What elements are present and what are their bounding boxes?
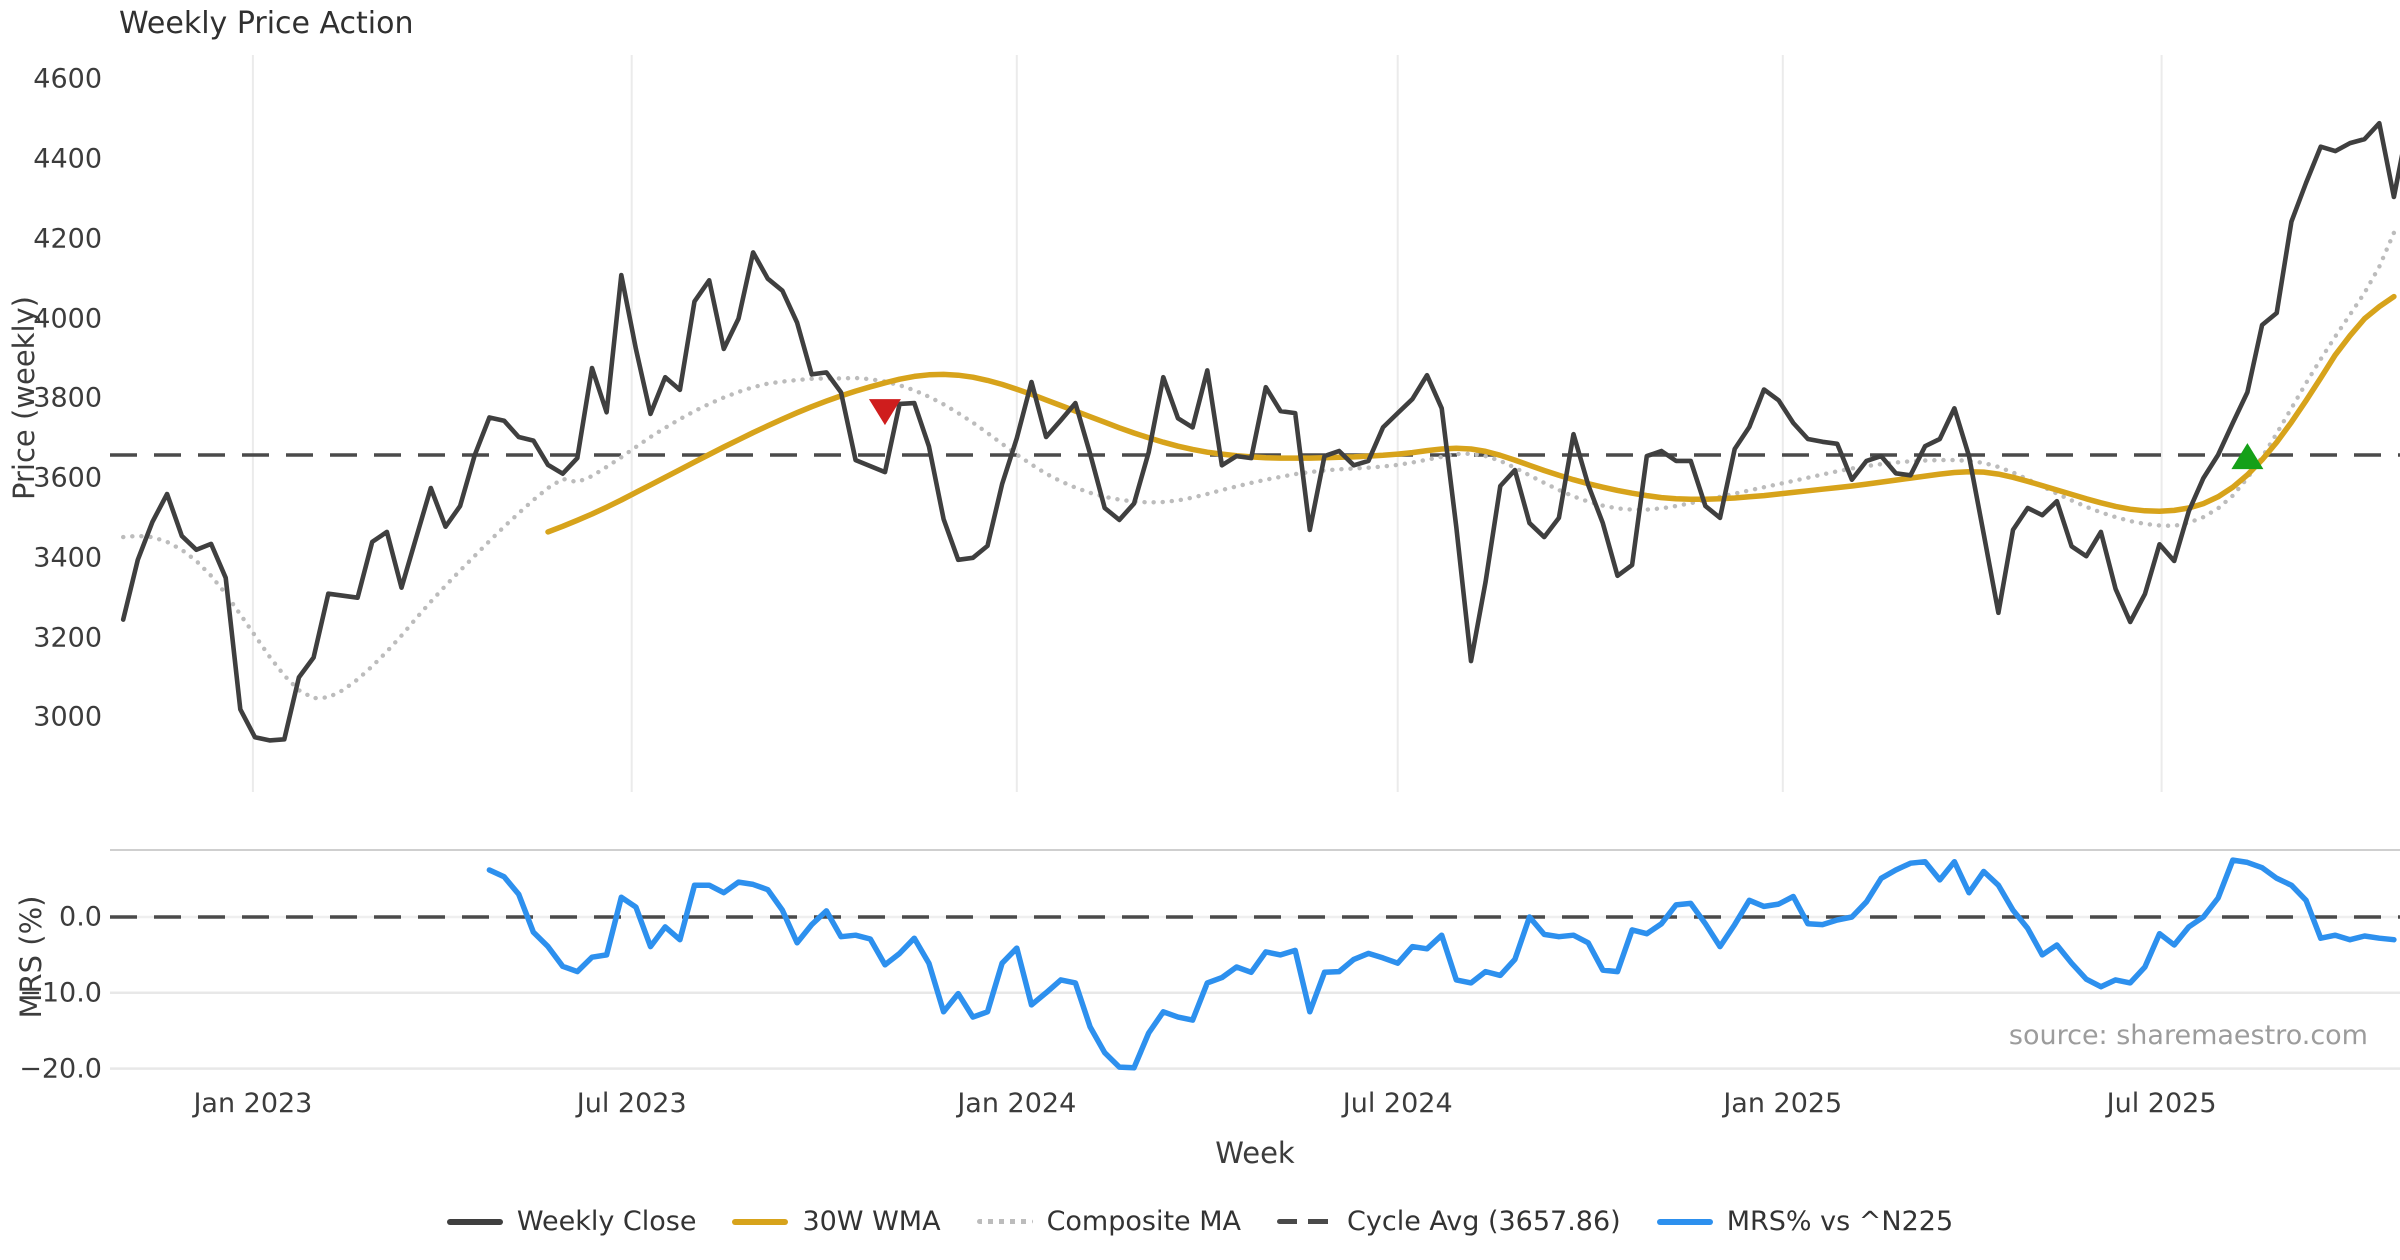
- legend: Weekly Close 30W WMA Composite MA Cycle Avg…: [0, 1206, 2400, 1237]
- x-axis-title: Week: [1215, 1136, 1295, 1170]
- price-tick-label: 3800: [33, 382, 102, 414]
- mrs-tick-label: −20.0: [19, 1053, 102, 1085]
- price-tick-label: 3400: [33, 542, 102, 574]
- price-tick-label: 4200: [33, 223, 102, 255]
- price-tick-label: 4000: [33, 303, 102, 335]
- composite-ma-line: [120, 230, 2397, 701]
- source-note: source: sharemaestro.com: [2008, 1020, 2368, 1051]
- price-tick-label: 4400: [33, 143, 102, 175]
- legend-item-label: Cycle Avg (3657.86): [1347, 1206, 1621, 1237]
- sell-signal-icon: [868, 399, 901, 426]
- mrs-tick-label: −10.0: [19, 977, 102, 1009]
- mrs-tick-label: 0.0: [59, 901, 102, 933]
- x-tick-label: Jan 2025: [1723, 1088, 1843, 1119]
- legend-item-label: Weekly Close: [516, 1206, 697, 1237]
- legend-item-label: 30W WMA: [802, 1206, 941, 1237]
- wma_30w-swatch-icon: [732, 1218, 789, 1225]
- cycle_avg-swatch-icon: [1277, 1219, 1334, 1224]
- legend-item-label: MRS% vs ^N225: [1726, 1206, 1954, 1237]
- weekly_close-swatch-icon: [446, 1218, 503, 1225]
- x-tick-label: Jul 2023: [576, 1088, 687, 1119]
- price-tick-label: 3000: [33, 701, 102, 733]
- x-tick-label: Jul 2025: [2106, 1088, 2217, 1119]
- price-tick-label: 3200: [33, 622, 102, 654]
- buy-signal-icon: [2231, 443, 2264, 470]
- chart-title: Weekly Price Action: [119, 6, 414, 41]
- composite_ma-swatch-icon: [976, 1219, 1033, 1224]
- x-tick-label: Jan 2023: [193, 1088, 313, 1119]
- weekly-close-line: [120, 120, 2400, 743]
- x-tick-label: Jul 2024: [1342, 1088, 1453, 1119]
- wma-30w-line: [545, 293, 2397, 535]
- legend-item-label: Composite MA: [1046, 1206, 1242, 1237]
- x-tick-label: Jan 2024: [957, 1088, 1077, 1119]
- price-tick-label: 3600: [33, 462, 102, 494]
- legend-item-wma_30w: 30W WMA: [732, 1206, 941, 1237]
- legend-item-cycle_avg: Cycle Avg (3657.86): [1277, 1206, 1621, 1237]
- price-tick-label: 4600: [33, 63, 102, 95]
- legend-item-mrs: MRS% vs ^N225: [1656, 1206, 1954, 1237]
- legend-item-composite_ma: Composite MA: [976, 1206, 1242, 1237]
- mrs-line: [486, 857, 2397, 1071]
- legend-item-weekly_close: Weekly Close: [446, 1206, 697, 1237]
- mrs-swatch-icon: [1656, 1218, 1713, 1225]
